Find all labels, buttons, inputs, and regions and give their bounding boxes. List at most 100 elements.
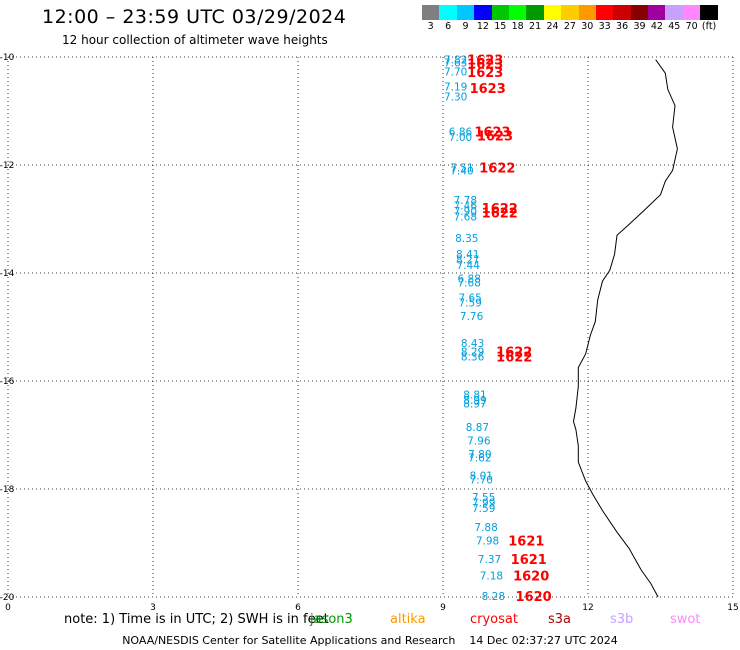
wave-height-label: 8.29 <box>461 346 484 358</box>
wave-height-label: 7.68 <box>454 211 477 223</box>
color-scale-label: 36 <box>616 21 629 32</box>
wave-height-label: 7.80 <box>468 449 491 461</box>
color-swatch <box>526 5 544 20</box>
pass-number-label: 1623 <box>467 57 503 72</box>
pass-number-label: 1621 <box>508 534 544 549</box>
wave-height-label: 7.62 <box>468 453 491 465</box>
color-swatch <box>456 5 475 20</box>
color-swatch <box>613 5 631 20</box>
legend-jason3: jason3 <box>310 612 353 627</box>
pass-number-label: 1620 <box>516 590 552 605</box>
color-swatch <box>422 5 440 20</box>
color-swatch <box>595 5 614 20</box>
wave-height-label: 7.44 <box>457 260 481 272</box>
wave-height-label: 8.99 <box>463 395 486 407</box>
lat-tick-label: -14 <box>0 269 15 279</box>
color-scale-label: 39 <box>633 21 646 32</box>
color-swatch <box>508 5 527 20</box>
wave-height-label: 8.43 <box>461 338 484 350</box>
lat-tick-label: -16 <box>0 377 15 387</box>
pass-number-label: 1622 <box>482 202 518 217</box>
color-swatch <box>474 5 492 20</box>
lat-tick-label: -10 <box>0 53 15 63</box>
color-scale-label: 9 <box>462 21 469 32</box>
wave-height-label: 6.88 <box>458 273 481 285</box>
wave-height-label: 7.90 <box>454 206 477 218</box>
lat-tick-label: -12 <box>0 161 14 171</box>
color-scale-label: 42 <box>650 21 663 32</box>
wave-height-label: 7.96 <box>467 435 491 447</box>
page-title: 12:00 – 23:59 UTC 03/29/2024 <box>42 6 347 28</box>
wave-height-label: 7.68 <box>458 278 481 290</box>
color-swatch <box>439 5 457 20</box>
wave-height-label: 7.40 <box>450 165 473 177</box>
pass-number-labels: 1623162316231623162316231622162216221622… <box>467 54 552 605</box>
footer-credit: NOAA/NESDIS Center for Satellite Applica… <box>0 634 740 647</box>
wave-height-label: 8.36 <box>461 352 485 364</box>
wave-height-label: 8.27 <box>456 255 479 267</box>
coastline <box>572 59 678 598</box>
lon-tick-label: 3 <box>150 603 156 613</box>
wave-height-label: 7.37 <box>478 554 501 566</box>
wave-height-label: 7.78 <box>454 195 477 207</box>
color-scale-label: 27 <box>563 21 576 32</box>
pass-number-label: 1620 <box>513 569 549 584</box>
color-scale-label: 24 <box>546 21 559 32</box>
wave-height-label: 7.63 <box>444 57 467 69</box>
wave-height-label: 7.70 <box>444 67 467 79</box>
color-scale-label: 3 <box>427 21 434 32</box>
wave-height-label: 7.51 <box>450 163 473 175</box>
color-swatch <box>578 5 596 20</box>
color-swatch <box>543 5 562 20</box>
color-scale-bar <box>422 5 718 20</box>
color-scale-label: 70 <box>685 21 698 32</box>
wave-height-label: 8.41 <box>456 249 479 261</box>
wave-height-labels: 7.827.637.707.197.306.867.007.517.407.78… <box>444 55 505 603</box>
color-swatch <box>700 5 718 20</box>
pass-number-label: 1622 <box>482 207 518 222</box>
pass-number-label: 1623 <box>467 66 503 81</box>
wave-height-label: 7.18 <box>480 570 503 582</box>
map-grid <box>7 56 734 598</box>
color-swatch <box>561 5 579 20</box>
wave-height-label: 8.01 <box>470 471 493 483</box>
note-text: note: 1) Time is in UTC; 2) SWH is in fe… <box>64 612 329 627</box>
legend-s3b: s3b <box>610 612 634 627</box>
pass-number-label: 1623 <box>474 126 510 141</box>
legend-cryosat: cryosat <box>470 612 518 627</box>
legend-altika: altika <box>390 612 426 627</box>
wave-height-label: 8.28 <box>482 591 505 603</box>
wave-height-label: 7.65 <box>458 292 481 304</box>
pass-number-label: 1622 <box>479 162 515 177</box>
wave-height-label: 7.82 <box>444 55 467 67</box>
lon-tick-label: 15 <box>727 603 738 613</box>
wave-height-label: 7.59 <box>472 503 495 515</box>
wave-height-label: 7.55 <box>472 492 495 504</box>
color-scale-label: 30 <box>581 21 594 32</box>
pass-number-label: 1623 <box>467 54 503 69</box>
lat-tick-label: -20 <box>0 593 15 603</box>
lon-tick-label: 9 <box>440 603 446 613</box>
wave-height-label: 8.35 <box>455 233 478 245</box>
pass-number-label: 1622 <box>496 345 532 360</box>
wave-height-label: 7.30 <box>444 91 467 103</box>
pass-number-label: 1623 <box>477 129 513 144</box>
wave-height-label: 7.70 <box>470 474 493 486</box>
color-scale-label: 21 <box>529 21 542 32</box>
color-swatch <box>682 5 701 20</box>
color-swatch <box>630 5 649 20</box>
footer-source: NOAA/NESDIS Center for Satellite Applica… <box>122 634 456 647</box>
wave-height-label: 7.19 <box>444 82 467 94</box>
wave-height-label: 7.99 <box>472 498 495 510</box>
color-scale-label: 12 <box>476 21 489 32</box>
page-subtitle: 12 hour collection of altimeter wave hei… <box>62 33 328 47</box>
pass-number-label: 1621 <box>511 553 547 568</box>
pass-number-label: 1623 <box>470 82 506 97</box>
pass-number-label: 1622 <box>496 351 532 366</box>
color-swatch <box>491 5 509 20</box>
lon-tick-label: 6 <box>295 603 301 613</box>
wave-height-label: 7.00 <box>449 132 472 144</box>
color-scale-label: 45 <box>668 21 681 32</box>
legend-swot: swot <box>670 612 701 627</box>
wave-height-label: 8.97 <box>463 399 486 411</box>
